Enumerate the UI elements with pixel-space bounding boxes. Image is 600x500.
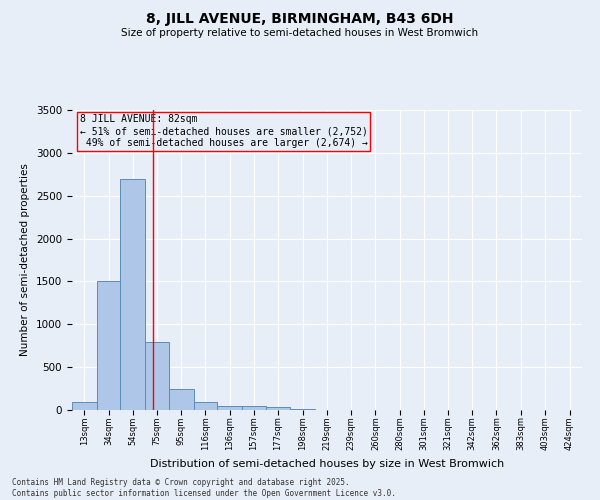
- Bar: [266, 408, 290, 410]
- Bar: [242, 406, 266, 410]
- Text: 8, JILL AVENUE, BIRMINGHAM, B43 6DH: 8, JILL AVENUE, BIRMINGHAM, B43 6DH: [146, 12, 454, 26]
- Bar: [145, 342, 169, 410]
- Bar: [72, 402, 97, 410]
- Bar: [97, 280, 121, 410]
- Text: Contains HM Land Registry data © Crown copyright and database right 2025.
Contai: Contains HM Land Registry data © Crown c…: [12, 478, 396, 498]
- Bar: [169, 390, 194, 410]
- Bar: [290, 409, 315, 410]
- Bar: [217, 406, 242, 410]
- X-axis label: Distribution of semi-detached houses by size in West Bromwich: Distribution of semi-detached houses by …: [150, 458, 504, 468]
- Bar: [194, 402, 217, 410]
- Bar: [121, 180, 145, 410]
- Text: 8 JILL AVENUE: 82sqm
← 51% of semi-detached houses are smaller (2,752)
 49% of s: 8 JILL AVENUE: 82sqm ← 51% of semi-detac…: [80, 114, 368, 148]
- Y-axis label: Number of semi-detached properties: Number of semi-detached properties: [20, 164, 31, 356]
- Text: Size of property relative to semi-detached houses in West Bromwich: Size of property relative to semi-detach…: [121, 28, 479, 38]
